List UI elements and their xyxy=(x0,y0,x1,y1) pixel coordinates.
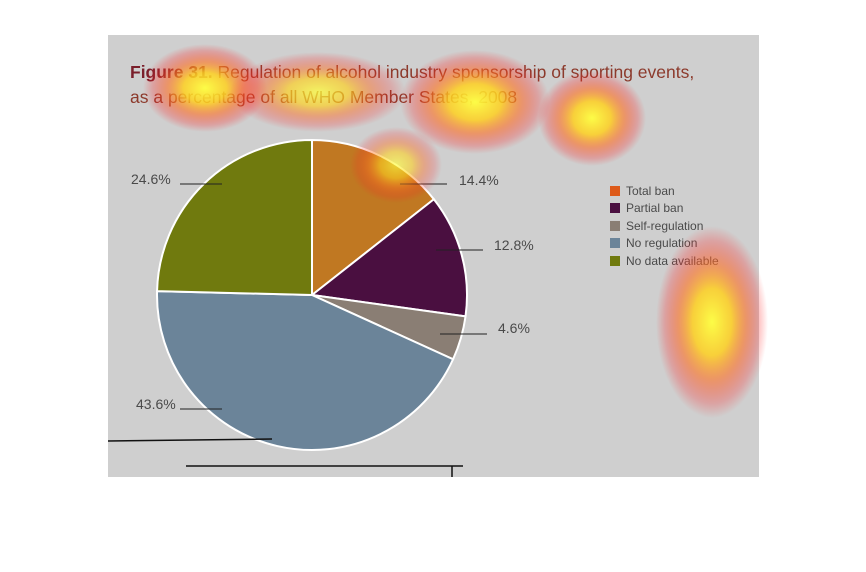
data-label-no-data-available: 24.6% xyxy=(131,171,171,187)
legend-label: No data available xyxy=(626,253,719,268)
legend-label: Self-regulation xyxy=(626,218,704,233)
legend-item: Partial ban xyxy=(610,200,719,218)
legend-label: Total ban xyxy=(626,183,675,198)
figure-title-line-2: as a percentage of all WHO Member States… xyxy=(130,87,518,107)
legend-swatch xyxy=(610,220,620,231)
data-label-self-regulation: 4.6% xyxy=(498,320,530,336)
legend-label: Partial ban xyxy=(626,201,684,216)
legend-item: No regulation xyxy=(610,235,719,253)
figure-title-line-1: Regulation of alcohol industry sponsorsh… xyxy=(217,62,695,82)
legend-label: No regulation xyxy=(626,236,698,251)
rule-line xyxy=(107,438,273,442)
legend-item: No data available xyxy=(610,252,719,270)
pie-slice-no-regulation xyxy=(156,290,455,452)
legend-swatch xyxy=(610,185,620,196)
legend-swatch xyxy=(610,203,620,214)
legend-item: Total ban xyxy=(610,182,719,200)
figure-label: Figure 31. xyxy=(130,62,213,82)
legend-item: Self-regulation xyxy=(610,217,719,235)
legend-swatch xyxy=(610,255,620,266)
legend-swatch xyxy=(610,238,620,249)
pie-slice-no-data-available xyxy=(156,138,313,297)
data-label-total-ban: 14.4% xyxy=(459,172,499,188)
pie-slice-partial-ban xyxy=(309,197,468,318)
legend: Total ban Partial ban Self-regulation No re… xyxy=(610,182,719,270)
data-label-no-regulation: 43.6% xyxy=(136,396,176,412)
figure-title: Figure 31. Regulation of alcohol industr… xyxy=(130,62,694,83)
data-label-partial-ban: 12.8% xyxy=(494,237,534,253)
